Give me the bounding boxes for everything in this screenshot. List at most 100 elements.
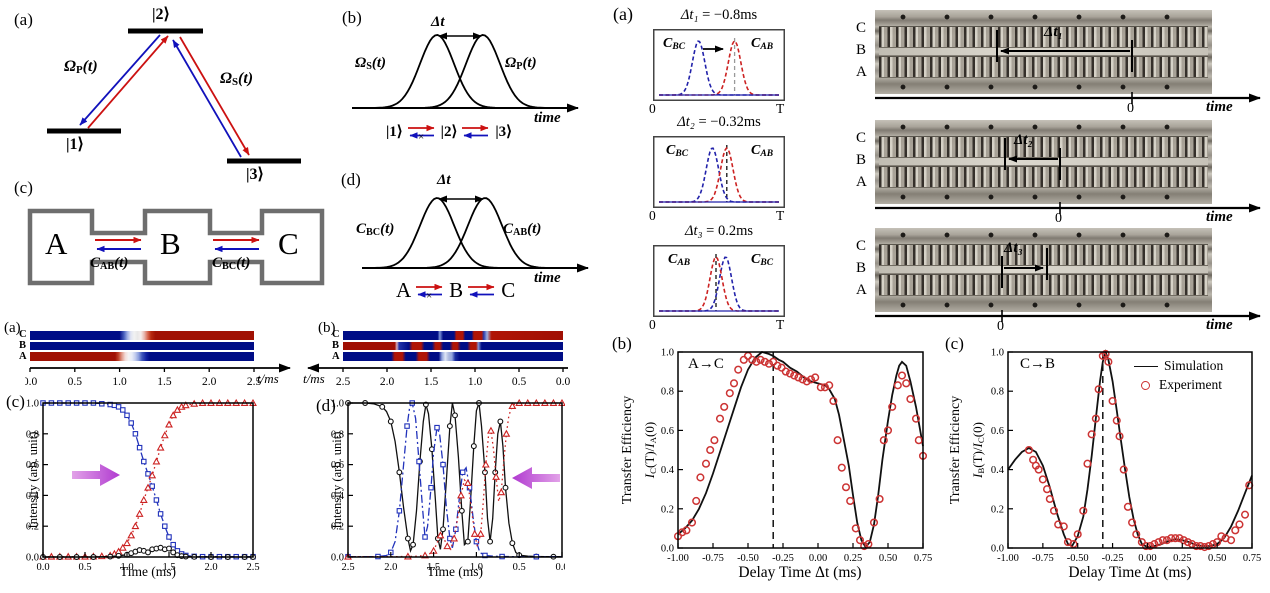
chain-d-arrows-ab: ×	[416, 283, 443, 300]
svg-text:0.5: 0.5	[513, 562, 526, 573]
svg-text:-0.75: -0.75	[1032, 553, 1054, 564]
ph3-row-a: A	[856, 282, 867, 298]
pump-down-arrow	[79, 34, 161, 126]
pulse-b-dt-label: Δt	[431, 14, 445, 30]
panel-label-c1: (c)	[14, 178, 33, 197]
series-Experiment	[1024, 349, 1254, 552]
rp3-left-label: CAB	[668, 252, 691, 268]
comb-row	[879, 136, 1208, 158]
chain-d-arrows-bc	[468, 283, 495, 298]
screw-row	[881, 192, 1206, 202]
panel-label-a1: (a)	[14, 10, 33, 29]
pulse-d-dt-label: Δt	[437, 172, 451, 188]
stokes-up-arrow	[172, 39, 242, 158]
chain-d-a: A	[396, 278, 412, 302]
cm-a-strip-b	[30, 341, 254, 350]
ph1-time-axis	[875, 92, 1261, 104]
cm-a-strip-c	[30, 331, 254, 340]
svg-text:0.50: 0.50	[879, 553, 897, 564]
rp-box-2	[653, 136, 785, 208]
panel-label-int-d: (d)	[316, 396, 336, 415]
transfer-ac-chart: -1.00 -0.75 -0.50 -0.25 0.00 0.25 0.50 0.75 0.0 0…	[661, 348, 932, 565]
backward-transfer-arrow	[512, 467, 560, 489]
panel-label-tr-b: (b)	[612, 334, 632, 353]
rp1-right-label: CAB	[751, 36, 774, 52]
rp2-left-label: CBC	[666, 143, 689, 159]
state-chain-b: |1⟩ × |2⟩ |3⟩	[386, 122, 512, 141]
transfer-cb-chart: -1.00 -0.75 -0.50 -0.25 0.00 0.25 0.50 0.75 0.0 0…	[991, 348, 1261, 565]
panel-label-int-c: (c)	[6, 392, 25, 411]
ph2-row-a: A	[856, 174, 867, 190]
tr-b-ylabel-2: IC(T)/IA(0)	[642, 421, 658, 479]
pulse-box	[653, 245, 785, 317]
coupled-boxes-diagram	[27, 208, 325, 286]
svg-text:2.0: 2.0	[202, 376, 217, 388]
forward-transfer-arrow	[72, 464, 120, 486]
svg-text:0.50: 0.50	[1208, 553, 1226, 564]
middle-lane	[879, 158, 1208, 165]
svg-text:0.0: 0.0	[991, 544, 1004, 555]
ph1-zero: 0	[1127, 101, 1134, 116]
svg-text:0.0: 0.0	[331, 553, 344, 564]
svg-text:-0.50: -0.50	[737, 553, 759, 564]
svg-text:0.25: 0.25	[844, 553, 862, 564]
svg-text:0.0: 0.0	[555, 562, 565, 573]
rp1-x0: 0	[649, 101, 656, 116]
experiment-circle-swatch	[1141, 381, 1150, 391]
svg-text:0.5: 0.5	[78, 562, 91, 573]
axis: 0.0 0.5 1.0 1.5 2.0 2.5	[25, 363, 291, 388]
rp-box-1	[653, 29, 785, 101]
comb-row	[879, 26, 1208, 48]
rp-title-1: Δt₁ = −0.8ms	[680, 7, 758, 23]
chart-body: -1.00 -0.75 -0.50 -0.25 0.00 0.25 0.50 0.75 0.0 0…	[991, 348, 1261, 565]
cm-b-strip-c	[343, 331, 563, 340]
colormap-a-label: (a)	[4, 320, 21, 336]
simulation-line-swatch	[1134, 366, 1158, 368]
cm-b-axis-label: t/ms	[303, 371, 325, 386]
rp2-x0: 0	[649, 208, 656, 223]
svg-text:0.2: 0.2	[26, 522, 39, 533]
chain-b-ket2: |2⟩	[440, 124, 458, 140]
pulse-sequence-b	[352, 32, 579, 113]
svg-text:0.2: 0.2	[991, 504, 1004, 515]
ket-2-label: |2⟩	[152, 6, 170, 23]
cm-b-strip-a	[343, 352, 563, 361]
box-a-label: A	[45, 226, 68, 261]
rp-title-2: Δt₂ = −0.32ms	[677, 114, 761, 130]
tr-b-annotation: A→C	[688, 356, 724, 372]
lambda-diagram	[47, 28, 301, 164]
chart-body: -1.00 -0.75 -0.50 -0.25 0.00 0.25 0.50 0.75 0.0 0…	[661, 348, 932, 565]
chain-b-ket3: |3⟩	[495, 124, 512, 140]
rp3-x1: T	[776, 317, 785, 332]
svg-text:1.0: 1.0	[112, 376, 127, 388]
cm-b-strip-b	[343, 341, 563, 350]
svg-text:-0.25: -0.25	[772, 553, 794, 564]
svg-text:2.0: 2.0	[204, 562, 217, 573]
colormap-b-rows	[343, 331, 563, 363]
svg-text:1.0: 1.0	[331, 399, 344, 410]
pulse-b-time-label: time	[534, 110, 561, 126]
svg-text:0.00: 0.00	[809, 553, 827, 564]
rp3-right-label: CBC	[751, 252, 774, 268]
pulse-b-right-label: ΩP(t)	[505, 55, 537, 72]
cm-a-strip-a	[30, 352, 254, 361]
ph2-dt-label: Δt₂	[1014, 132, 1033, 148]
state-chain-d: A × B C	[396, 278, 515, 303]
ph1-dt-annotation	[996, 30, 1133, 72]
svg-text:0.0: 0.0	[661, 544, 674, 555]
svg-text:1.5: 1.5	[427, 562, 440, 573]
svg-text:0.0: 0.0	[26, 553, 39, 564]
svg-text:0.8: 0.8	[26, 429, 39, 440]
chain-b-ket1: |1⟩	[386, 124, 403, 140]
forbidden-cross-mark: ×	[418, 131, 424, 141]
screw-row	[881, 12, 1206, 22]
ph1-time-label: time	[1206, 99, 1233, 115]
svg-text:0.25: 0.25	[1173, 553, 1191, 564]
ph2-row-c: C	[856, 130, 867, 146]
box-outline	[27, 208, 325, 286]
stokes-down-arrow	[179, 36, 250, 156]
svg-text:0.2: 0.2	[661, 504, 674, 515]
rp1-x1: T	[776, 101, 785, 116]
svg-text:1.0: 1.0	[468, 376, 483, 388]
comb-row	[879, 166, 1208, 188]
